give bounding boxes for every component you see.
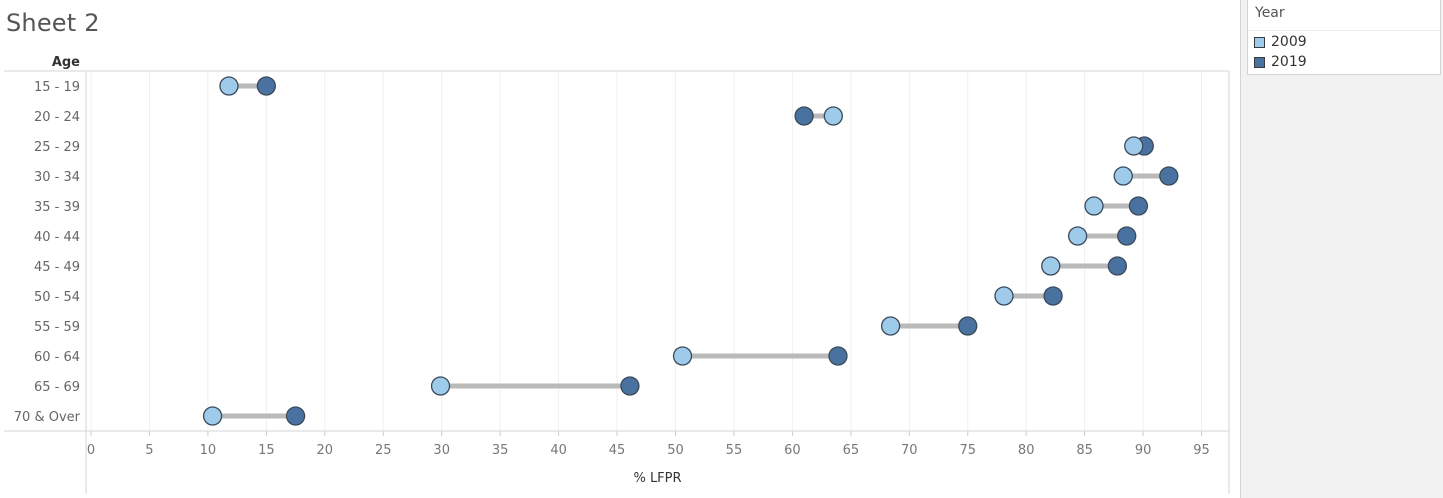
legend: Year 2009 2019: [1247, 0, 1441, 75]
x-tick-label: 20: [317, 443, 334, 458]
legend-label-2009: 2009: [1271, 34, 1307, 50]
point-2009: [994, 286, 1014, 306]
point-2019: [794, 106, 814, 126]
sheet-title: Sheet 2: [6, 9, 100, 37]
point-2009: [219, 76, 239, 96]
row-header-age: Age: [52, 55, 80, 70]
point-2019: [1117, 226, 1137, 246]
point-2019: [620, 376, 640, 396]
x-tick-label: 95: [1193, 443, 1210, 458]
point-2009: [1067, 226, 1088, 246]
row-label: 55 - 59: [34, 320, 80, 335]
row-label: 25 - 29: [34, 140, 80, 155]
x-tick-label: 0: [87, 443, 95, 458]
point-2019: [1159, 166, 1179, 186]
legend-title: Year: [1255, 5, 1285, 21]
point-2019: [285, 406, 306, 426]
row-label: 60 - 64: [34, 350, 80, 365]
x-tick-label: 10: [200, 443, 217, 458]
x-tick-label: 25: [375, 443, 392, 458]
point-2009: [430, 376, 451, 396]
point-2019: [958, 316, 978, 336]
point-2009: [880, 316, 901, 336]
x-tick-label: 90: [1135, 443, 1152, 458]
row-label: 40 - 44: [34, 230, 80, 245]
x-tick-label: 85: [1076, 443, 1093, 458]
point-2009: [823, 106, 843, 126]
legend-item-2009[interactable]: 2009: [1254, 33, 1307, 51]
legend-swatch-2009: [1254, 36, 1265, 48]
point-2009: [1124, 136, 1144, 156]
row-label: 70 & Over: [14, 410, 81, 425]
legend-swatch-2019: [1254, 56, 1265, 68]
row-label: 65 - 69: [34, 380, 80, 395]
x-tick-label: 75: [959, 443, 976, 458]
legend-item-2019[interactable]: 2019: [1254, 53, 1307, 71]
legend-label-2019: 2019: [1271, 54, 1307, 70]
point-2009: [202, 406, 223, 426]
row-label: 45 - 49: [34, 260, 80, 275]
point-2019: [828, 346, 848, 366]
legend-divider: [1248, 30, 1440, 31]
side-panel: Year 2009 2019: [1240, 0, 1443, 498]
point-2019: [1128, 196, 1149, 216]
x-tick-label: 65: [843, 443, 860, 458]
row-label: 20 - 24: [34, 110, 80, 125]
x-tick-label: 50: [667, 443, 684, 458]
point-2009: [672, 346, 693, 366]
x-tick-label: 15: [258, 443, 275, 458]
point-2019: [256, 76, 277, 96]
row-label: 35 - 39: [34, 200, 80, 215]
x-axis-title: % LFPR: [633, 471, 681, 486]
point-2019: [1043, 286, 1063, 306]
x-tick-label: 55: [726, 443, 743, 458]
row-label: 15 - 19: [34, 80, 80, 95]
x-tick-label: 60: [784, 443, 801, 458]
point-2019: [1107, 256, 1128, 276]
x-tick-label: 35: [492, 443, 509, 458]
point-2009: [1084, 196, 1104, 216]
x-tick-label: 45: [609, 443, 626, 458]
x-tick-label: 30: [433, 443, 450, 458]
x-tick-label: 5: [145, 443, 153, 458]
x-tick-label: 70: [901, 443, 918, 458]
point-2009: [1113, 166, 1133, 186]
row-label: 50 - 54: [34, 290, 80, 305]
point-2009: [1041, 256, 1061, 276]
row-label: 30 - 34: [34, 170, 80, 185]
x-tick-label: 80: [1018, 443, 1035, 458]
x-tick-label: 40: [550, 443, 567, 458]
dumbbell-chart: Age 0 5 10 15 20 25 30 35 40 45 50 55 60 65 70 75 80 85 90 9…: [4, 55, 1230, 494]
